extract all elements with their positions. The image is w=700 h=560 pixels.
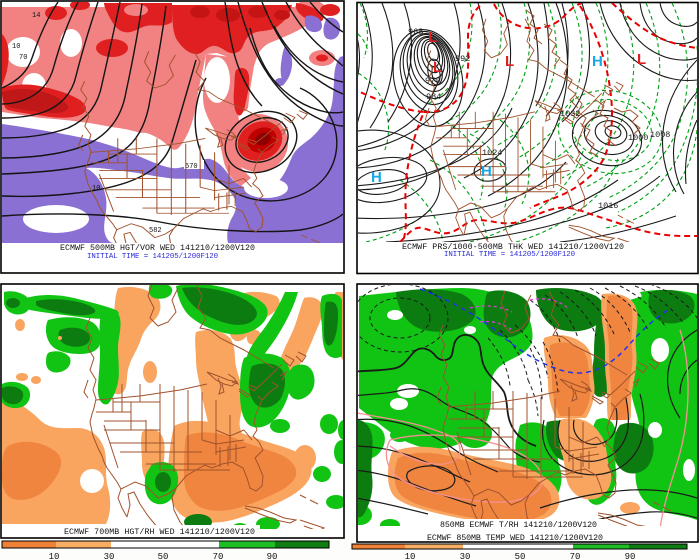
svg-text:90: 90 bbox=[625, 552, 636, 560]
svg-text:968: 968 bbox=[408, 27, 423, 37]
svg-text:30: 30 bbox=[104, 552, 115, 560]
svg-text:10: 10 bbox=[92, 185, 100, 193]
svg-text:1032: 1032 bbox=[560, 109, 580, 119]
svg-text:70: 70 bbox=[19, 54, 27, 62]
svg-text:582: 582 bbox=[149, 227, 162, 235]
svg-text:14: 14 bbox=[32, 12, 40, 20]
svg-text:70: 70 bbox=[570, 552, 581, 560]
svg-text:50: 50 bbox=[158, 552, 169, 560]
svg-text:ECMWF 700MB HGT/RH WED 141210/: ECMWF 700MB HGT/RH WED 141210/1200V120 bbox=[64, 527, 255, 537]
svg-text:ECMWF PRS/1000-500MB THK WED 1: ECMWF PRS/1000-500MB THK WED 141210/1200… bbox=[402, 242, 624, 252]
svg-text:850MB ECMWF T/RH 141210/1200V1: 850MB ECMWF T/RH 141210/1200V120 bbox=[440, 520, 597, 530]
svg-text:L: L bbox=[433, 59, 442, 76]
svg-text:H: H bbox=[371, 169, 382, 186]
svg-text:H: H bbox=[481, 163, 492, 180]
svg-text:ECMWF 850MB TEMP WED 141210/12: ECMWF 850MB TEMP WED 141210/1200V120 bbox=[427, 533, 603, 543]
svg-text:70: 70 bbox=[213, 552, 224, 560]
svg-text:1016: 1016 bbox=[598, 201, 618, 211]
svg-text:H: H bbox=[592, 53, 603, 70]
svg-text:1008: 1008 bbox=[650, 130, 670, 140]
svg-text:10: 10 bbox=[12, 43, 20, 51]
svg-text:970: 970 bbox=[425, 76, 440, 86]
svg-text:992: 992 bbox=[455, 54, 470, 64]
svg-text:ECMWF 500MB HGT/VOR WED 141210: ECMWF 500MB HGT/VOR WED 141210/1200V120 bbox=[60, 243, 255, 253]
svg-text:984: 984 bbox=[426, 92, 441, 102]
svg-text:L: L bbox=[505, 53, 514, 70]
svg-text:570: 570 bbox=[185, 163, 198, 171]
svg-text:30: 30 bbox=[460, 552, 471, 560]
svg-text:L: L bbox=[428, 29, 437, 46]
svg-text:INITIAL TIME = 141205/1200F120: INITIAL TIME = 141205/1200F120 bbox=[444, 251, 575, 259]
svg-text:INITIAL TIME = 141205/1200F120: INITIAL TIME = 141205/1200F120 bbox=[87, 253, 218, 261]
svg-text:L: L bbox=[637, 51, 646, 68]
svg-text:1000: 1000 bbox=[628, 133, 648, 143]
svg-text:1024: 1024 bbox=[482, 148, 502, 158]
svg-text:50: 50 bbox=[515, 552, 526, 560]
svg-text:10: 10 bbox=[405, 552, 416, 560]
svg-text:10: 10 bbox=[49, 552, 60, 560]
svg-text:90: 90 bbox=[267, 552, 278, 560]
